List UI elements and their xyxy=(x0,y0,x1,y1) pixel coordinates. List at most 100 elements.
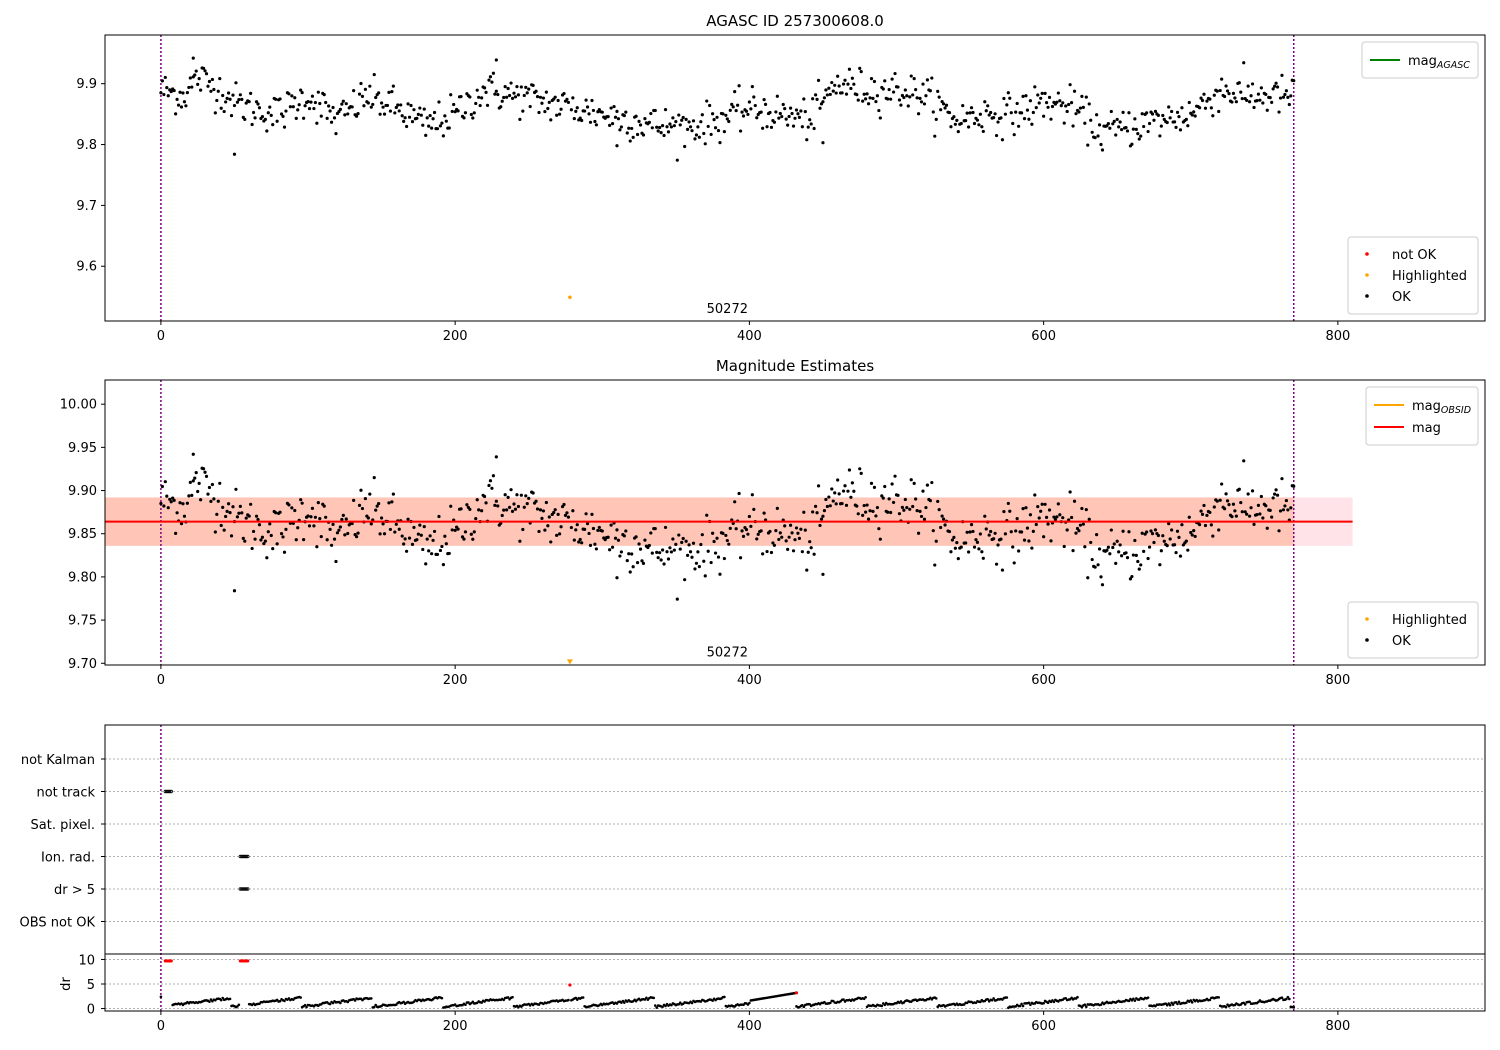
ok-point xyxy=(482,86,487,90)
ok-point xyxy=(964,119,968,123)
ok-point xyxy=(671,116,675,120)
ok-point xyxy=(1025,526,1030,530)
ok-point xyxy=(407,115,412,119)
ok-point xyxy=(800,125,804,129)
ok-point xyxy=(600,529,604,533)
ok-point xyxy=(382,532,387,536)
ok-point xyxy=(375,504,379,508)
ok-point xyxy=(1078,523,1083,527)
ok-point xyxy=(569,525,573,530)
ok-point xyxy=(216,499,220,503)
ok-point xyxy=(306,100,310,104)
ok-point xyxy=(256,102,260,106)
dr-point xyxy=(883,1003,887,1007)
ok-point xyxy=(1199,96,1203,100)
ok-point xyxy=(796,112,800,116)
dr-point xyxy=(829,1001,832,1005)
ok-point xyxy=(865,503,869,507)
ok-point xyxy=(166,506,170,510)
ok-point xyxy=(251,529,256,534)
ok-point xyxy=(686,553,690,557)
ok-point xyxy=(738,556,743,560)
x-tick-label: 400 xyxy=(737,1019,762,1034)
ok-point xyxy=(802,510,806,514)
ok-point xyxy=(185,501,189,505)
y-tick-label: 9.8 xyxy=(76,138,97,153)
ok-point xyxy=(1078,106,1083,110)
ok-point xyxy=(944,103,949,107)
ok-point xyxy=(369,105,373,109)
ok-point xyxy=(1156,533,1160,538)
ok-point xyxy=(1199,509,1203,513)
ok-point xyxy=(796,531,800,535)
ok-point xyxy=(271,123,275,127)
ok-point xyxy=(431,538,435,542)
ok-point xyxy=(708,103,712,108)
ok-point xyxy=(709,132,713,137)
ok-point xyxy=(868,96,872,100)
ok-point xyxy=(931,529,935,533)
ok-point xyxy=(1127,111,1131,115)
ok-point xyxy=(1024,506,1028,510)
y-tick-label: 9.95 xyxy=(68,441,97,456)
ok-point xyxy=(409,103,413,108)
dr-point xyxy=(661,1005,664,1009)
ok-point xyxy=(422,107,426,111)
ok-point xyxy=(378,112,382,116)
dr-point xyxy=(567,998,570,1002)
ok-point xyxy=(302,116,306,120)
ok-point xyxy=(585,105,590,109)
ok-point xyxy=(1084,95,1088,99)
ok-point xyxy=(1159,124,1163,128)
dr-point xyxy=(1288,997,1291,1001)
ok-point xyxy=(450,528,454,532)
ok-point xyxy=(518,117,522,121)
ok-point xyxy=(740,529,744,533)
ok-point xyxy=(1227,92,1231,96)
ok-point xyxy=(1012,133,1016,137)
ok-point xyxy=(225,509,229,514)
ok-point xyxy=(515,493,519,497)
legend-point-label: Highlighted xyxy=(1392,269,1467,284)
ok-point xyxy=(1080,94,1084,98)
ok-point xyxy=(912,77,916,81)
y-tick-label: 9.90 xyxy=(68,484,97,499)
ok-point xyxy=(388,527,393,532)
ok-point xyxy=(822,509,827,513)
ok-point xyxy=(809,546,813,550)
ok-point xyxy=(421,547,425,552)
ok-point xyxy=(844,92,849,96)
ok-point xyxy=(1258,512,1262,516)
dr-point xyxy=(1046,1001,1050,1005)
ok-point xyxy=(1031,529,1035,533)
ok-point xyxy=(1158,563,1162,567)
ok-point xyxy=(928,89,932,93)
ok-point xyxy=(391,84,395,88)
ok-point xyxy=(1108,552,1112,556)
ok-point xyxy=(1215,499,1219,503)
panel-agasc: AGASC ID 257300608.0 0 200 400 600 8009.69.7… xyxy=(76,12,1486,344)
ok-point xyxy=(206,84,210,88)
ok-point xyxy=(731,105,735,109)
ok-point xyxy=(1137,567,1141,571)
ok-point xyxy=(1140,112,1144,116)
ok-point xyxy=(288,105,292,109)
ok-point xyxy=(487,78,491,82)
ok-point xyxy=(1152,118,1156,122)
ok-point xyxy=(1006,91,1010,95)
ok-point xyxy=(228,97,232,101)
dr-point xyxy=(1280,996,1284,1000)
ok-point xyxy=(546,106,550,111)
ok-point xyxy=(818,106,822,110)
ok-point xyxy=(1050,104,1055,109)
ok-point xyxy=(1090,130,1094,134)
ok-point xyxy=(736,103,740,107)
ok-point xyxy=(1044,515,1049,520)
ok-point xyxy=(928,499,932,503)
ok-point xyxy=(975,118,980,122)
ok-point xyxy=(583,109,587,113)
ok-point xyxy=(559,525,563,529)
ok-point xyxy=(1205,513,1209,517)
dr-point xyxy=(1177,1000,1181,1004)
ok-point xyxy=(824,88,828,92)
